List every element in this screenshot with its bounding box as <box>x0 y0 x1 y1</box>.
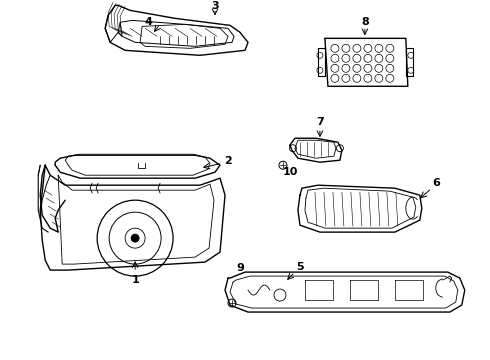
Text: 6: 6 <box>432 178 440 188</box>
Text: 8: 8 <box>361 17 369 27</box>
Text: 7: 7 <box>316 117 324 127</box>
Text: 4: 4 <box>144 17 152 27</box>
Text: 2: 2 <box>224 156 232 166</box>
Text: 1: 1 <box>131 275 139 285</box>
Text: 9: 9 <box>236 263 244 273</box>
Text: 5: 5 <box>296 262 304 272</box>
Text: 3: 3 <box>211 1 219 12</box>
Text: 10: 10 <box>282 167 297 177</box>
Circle shape <box>131 234 139 242</box>
